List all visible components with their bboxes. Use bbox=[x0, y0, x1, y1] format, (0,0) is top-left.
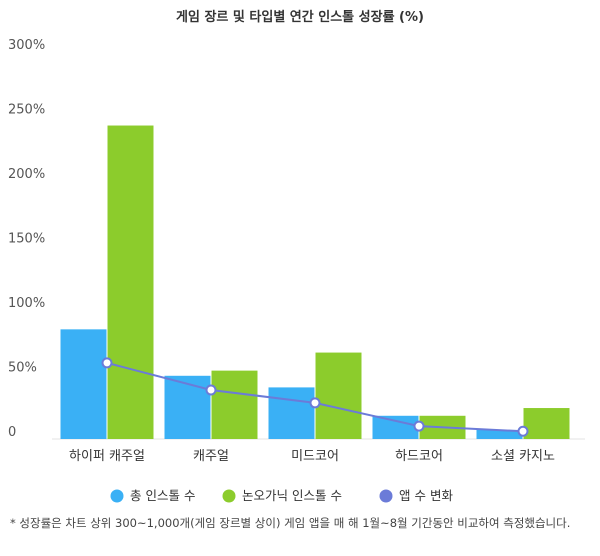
bar-total-3 bbox=[372, 415, 419, 439]
y-tick-label: 0 bbox=[8, 425, 16, 440]
line-series bbox=[101, 357, 529, 437]
x-tick-label: 하이퍼 캐주얼 bbox=[69, 449, 145, 464]
x-axis: 하이퍼 캐주얼 캐주얼 미드코어 하드코어 소셜 카지노 bbox=[69, 449, 555, 464]
legend: 총 인스톨 수 논오가닉 인스톨 수 앱 수 변화 bbox=[110, 488, 453, 503]
x-tick-label: 미드코어 bbox=[291, 449, 339, 464]
app-count-point-3 bbox=[413, 420, 425, 432]
app-count-point-2 bbox=[309, 397, 321, 409]
legend-marker bbox=[379, 489, 393, 503]
y-tick-label: 300% bbox=[8, 38, 45, 53]
bar-nonorganic-0 bbox=[107, 125, 154, 439]
x-tick-label: 하드코어 bbox=[395, 449, 443, 464]
y-tick-label: 250% bbox=[8, 103, 45, 118]
y-tick-label: 150% bbox=[8, 232, 45, 247]
x-tick-label: 캐주얼 bbox=[193, 449, 229, 464]
app-count-point-1 bbox=[205, 384, 217, 396]
footnote: * 성장률은 차트 상위 300~1,000개(게임 장르별 상이) 게임 앱을… bbox=[10, 516, 571, 530]
y-axis: 0 50% 100% 150% 200% 250% 300% bbox=[8, 38, 45, 440]
chart-title: 게임 장르 및 타입별 연간 인스톨 성장률 (%) bbox=[176, 9, 424, 25]
bar-total-1 bbox=[164, 375, 211, 439]
y-tick-label: 200% bbox=[8, 167, 45, 182]
x-tick-label: 소셜 카지노 bbox=[491, 449, 555, 464]
bar-total-0 bbox=[60, 329, 107, 439]
bar-nonorganic-2 bbox=[315, 352, 362, 439]
bar-nonorganic-4 bbox=[523, 408, 570, 439]
app-count-point-4 bbox=[517, 425, 529, 437]
legend-marker bbox=[222, 489, 236, 503]
bars bbox=[60, 125, 570, 439]
app-count-point-0 bbox=[101, 357, 113, 369]
legend-label: 총 인스톨 수 bbox=[130, 488, 195, 503]
bar-total-2 bbox=[268, 387, 315, 439]
y-tick-label: 50% bbox=[8, 361, 37, 376]
y-tick-label: 100% bbox=[8, 296, 45, 311]
legend-label: 앱 수 변화 bbox=[399, 488, 453, 503]
legend-label: 논오가닉 인스톨 수 bbox=[242, 488, 342, 503]
bar-total-4 bbox=[476, 429, 523, 439]
bar-nonorganic-1 bbox=[211, 370, 258, 439]
legend-marker bbox=[110, 489, 124, 503]
